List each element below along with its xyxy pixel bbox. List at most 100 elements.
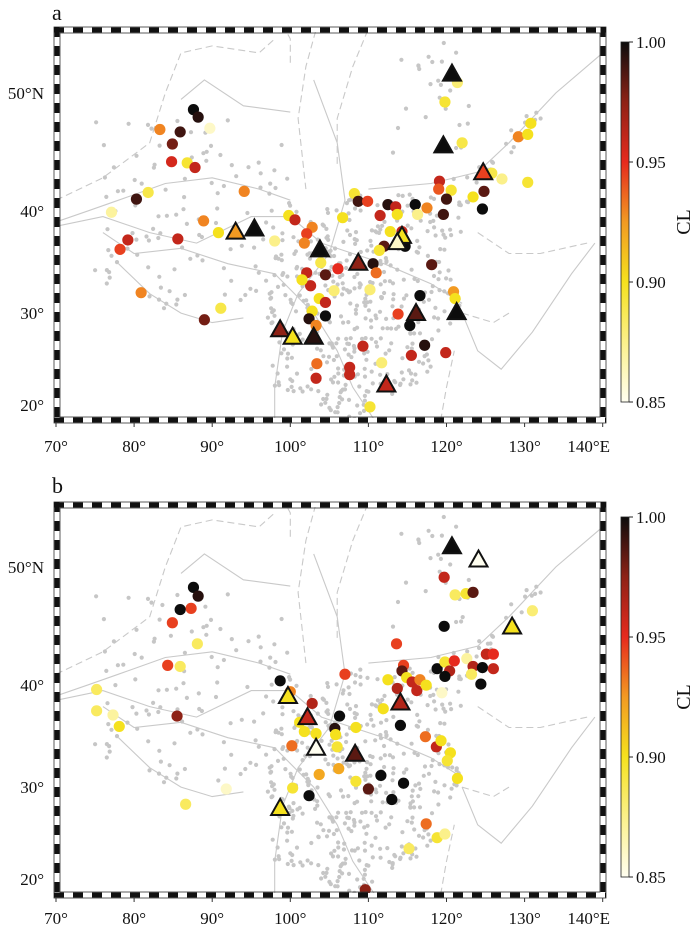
station-dot	[378, 736, 384, 741]
station-dot	[509, 150, 514, 155]
cl-triangle-marker	[243, 217, 266, 237]
station-dot	[264, 278, 269, 283]
station-dot	[338, 314, 344, 319]
station-dot	[347, 232, 353, 238]
station-dot	[213, 694, 219, 700]
cl-triangle-marker	[441, 535, 463, 555]
station-dot	[272, 273, 277, 278]
station-dot	[189, 629, 194, 634]
station-dot	[167, 763, 172, 768]
cl-circle-marker	[412, 208, 424, 221]
station-dot	[345, 815, 350, 820]
station-dot	[441, 706, 446, 711]
station-dot	[343, 382, 348, 387]
station-dot	[330, 273, 335, 278]
station-dot	[323, 283, 328, 288]
station-dot	[331, 831, 336, 837]
station-dot	[333, 410, 338, 415]
station-dot	[342, 841, 347, 846]
station-dot	[261, 237, 266, 242]
station-dot	[300, 758, 305, 763]
cl-circle-marker	[337, 212, 349, 224]
station-dot	[289, 829, 294, 834]
station-dot	[300, 389, 305, 394]
station-dot	[341, 847, 346, 852]
station-dot	[369, 702, 374, 707]
station-dot	[414, 380, 419, 385]
station-dot	[381, 269, 387, 275]
station-dot	[293, 309, 299, 314]
station-dot	[378, 855, 383, 860]
station-dot	[341, 286, 346, 291]
station-dot	[368, 753, 373, 759]
station-dot	[300, 863, 305, 868]
station-dot	[364, 766, 369, 771]
station-dot	[410, 378, 415, 383]
station-dot	[415, 712, 420, 718]
station-dot	[534, 584, 539, 589]
cl-circle-marker	[405, 349, 417, 362]
station-dot	[437, 762, 442, 767]
cl-circle-marker	[364, 284, 376, 296]
station-dot	[460, 615, 465, 620]
station-dot	[319, 876, 324, 881]
station-dot	[221, 657, 226, 663]
station-dot	[291, 389, 296, 394]
station-dot	[229, 637, 234, 642]
station-dot	[344, 336, 349, 341]
station-dot	[279, 142, 284, 148]
station-dot	[272, 747, 277, 752]
lon-tick-label: 90°	[200, 909, 224, 928]
boundary-line	[461, 716, 596, 844]
station-dot	[476, 645, 482, 651]
station-dot	[436, 802, 441, 807]
lat-tick-label: 30°	[20, 304, 44, 323]
station-dot	[358, 819, 363, 824]
station-dot	[355, 271, 360, 277]
station-dot	[355, 877, 360, 882]
station-dot	[368, 279, 373, 285]
station-dot	[174, 212, 179, 217]
station-dot	[383, 351, 388, 356]
cl-circle-marker	[187, 581, 200, 593]
station-dot	[297, 767, 302, 772]
station-dot	[389, 326, 394, 331]
lat-tick-label: 50°N	[8, 84, 44, 103]
station-dot	[436, 328, 441, 333]
station-dot	[346, 794, 351, 799]
cl-circle-marker	[174, 603, 186, 616]
station-dot	[309, 861, 314, 866]
station-dot	[428, 195, 433, 200]
station-dot	[401, 277, 406, 282]
station-dot	[412, 276, 417, 281]
cl-circle-marker	[526, 605, 539, 617]
cl-circle-marker	[204, 122, 216, 134]
station-dot	[115, 189, 120, 194]
station-dot	[417, 805, 423, 810]
station-dot	[346, 352, 351, 357]
station-dot	[156, 688, 161, 693]
cl-circle-marker	[426, 259, 438, 271]
station-dot	[204, 623, 209, 628]
lon-tick-label: 70°	[44, 437, 68, 456]
station-dot	[272, 313, 277, 318]
station-dot	[319, 402, 324, 407]
station-dot	[428, 364, 433, 369]
station-dot	[261, 711, 266, 716]
station-dot	[413, 783, 418, 788]
station-dot	[279, 252, 284, 257]
station-dot	[161, 780, 167, 785]
cl-circle-marker	[331, 741, 343, 753]
station-dot	[370, 381, 375, 386]
station-dot	[353, 715, 358, 721]
station-dot	[295, 264, 300, 270]
station-dot	[234, 174, 239, 179]
station-dot	[382, 764, 387, 770]
cl-circle-marker	[370, 267, 382, 279]
station-dot	[373, 835, 378, 840]
station-dot	[399, 57, 404, 62]
station-dot	[161, 306, 167, 311]
station-dot	[132, 651, 137, 657]
station-dot	[175, 771, 180, 776]
lon-tick-label: 130°	[508, 437, 540, 456]
